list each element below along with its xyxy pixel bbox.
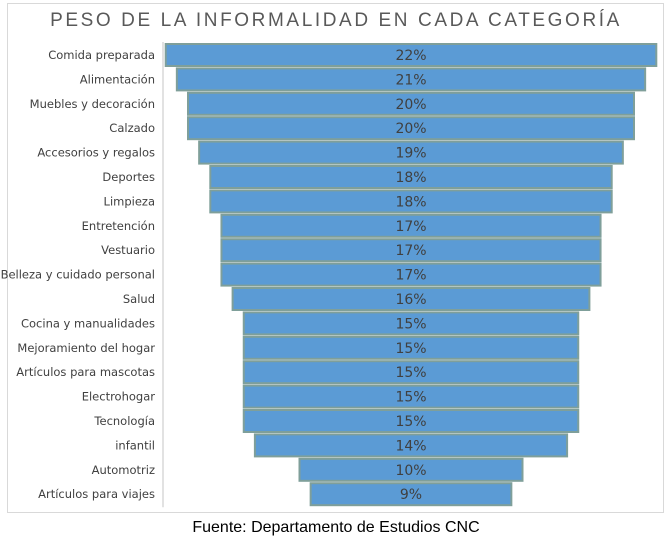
category-label: Artículos para viajes	[38, 487, 155, 501]
category-label: Alimentación	[80, 72, 155, 86]
data-label: 17%	[395, 243, 426, 259]
funnel-bar	[187, 116, 635, 141]
funnel-bar	[175, 67, 647, 92]
funnel-bar	[220, 238, 602, 263]
funnel-bar	[187, 91, 635, 116]
category-label: Comida preparada	[48, 48, 155, 62]
funnel-bar	[242, 409, 580, 433]
data-label: 16%	[395, 292, 426, 308]
data-label: 17%	[395, 268, 426, 284]
category-label: Salud	[123, 292, 155, 306]
category-label: Tecnología	[93, 414, 155, 428]
funnel-bar	[298, 457, 524, 482]
data-label: 15%	[395, 365, 426, 381]
funnel-bar	[242, 311, 580, 336]
funnel-bar	[220, 213, 602, 238]
category-label: Cocina y manualidades	[21, 316, 155, 330]
data-label: 17%	[395, 219, 426, 235]
funnel-bar	[242, 335, 580, 360]
data-label: 9%	[400, 487, 422, 503]
data-label: 18%	[395, 170, 426, 186]
funnel-bar	[209, 189, 613, 214]
category-label: Accesorios y regalos	[37, 146, 155, 160]
data-label: 19%	[395, 146, 426, 162]
data-label: 21%	[395, 72, 426, 88]
data-label: 20%	[395, 97, 426, 113]
category-label: Calzado	[109, 121, 155, 135]
data-label: 18%	[395, 194, 426, 210]
data-label: 15%	[395, 341, 426, 357]
chart-title: PESO DE LA INFORMALIDAD EN CADA CATEGORÍ…	[50, 10, 622, 31]
data-label: 20%	[395, 121, 426, 137]
funnel-bar	[309, 482, 513, 507]
data-label: 22%	[395, 48, 426, 64]
funnel-bar	[253, 433, 569, 458]
funnel-bar	[242, 384, 580, 409]
funnel-bar	[220, 262, 602, 287]
data-label: 14%	[395, 438, 426, 454]
category-label: Limpieza	[104, 194, 155, 208]
category-label: Artículos para mascotas	[16, 365, 155, 379]
funnel-bar	[198, 140, 624, 165]
category-label: infantil	[115, 438, 155, 452]
data-label: 15%	[395, 316, 426, 332]
category-label: Belleza y cuidado personal	[1, 268, 155, 282]
category-label: Entretención	[82, 219, 155, 233]
category-label: Vestuario	[101, 243, 155, 257]
funnel-bar	[164, 43, 658, 67]
funnel-bar	[209, 165, 613, 189]
data-label: 10%	[395, 463, 426, 479]
funnel-bar	[231, 287, 591, 311]
category-label: Electrohogar	[82, 390, 156, 404]
category-label: Automotriz	[92, 463, 155, 477]
data-label: 15%	[395, 414, 426, 430]
category-label: Mejoramiento del hogar	[17, 341, 155, 355]
data-label: 15%	[395, 390, 426, 406]
category-label: Muebles y decoración	[30, 97, 155, 111]
source-note: Fuente: Departamento de Estudios CNC	[192, 519, 480, 536]
category-label: Deportes	[102, 170, 155, 184]
funnel-bar	[242, 360, 580, 385]
